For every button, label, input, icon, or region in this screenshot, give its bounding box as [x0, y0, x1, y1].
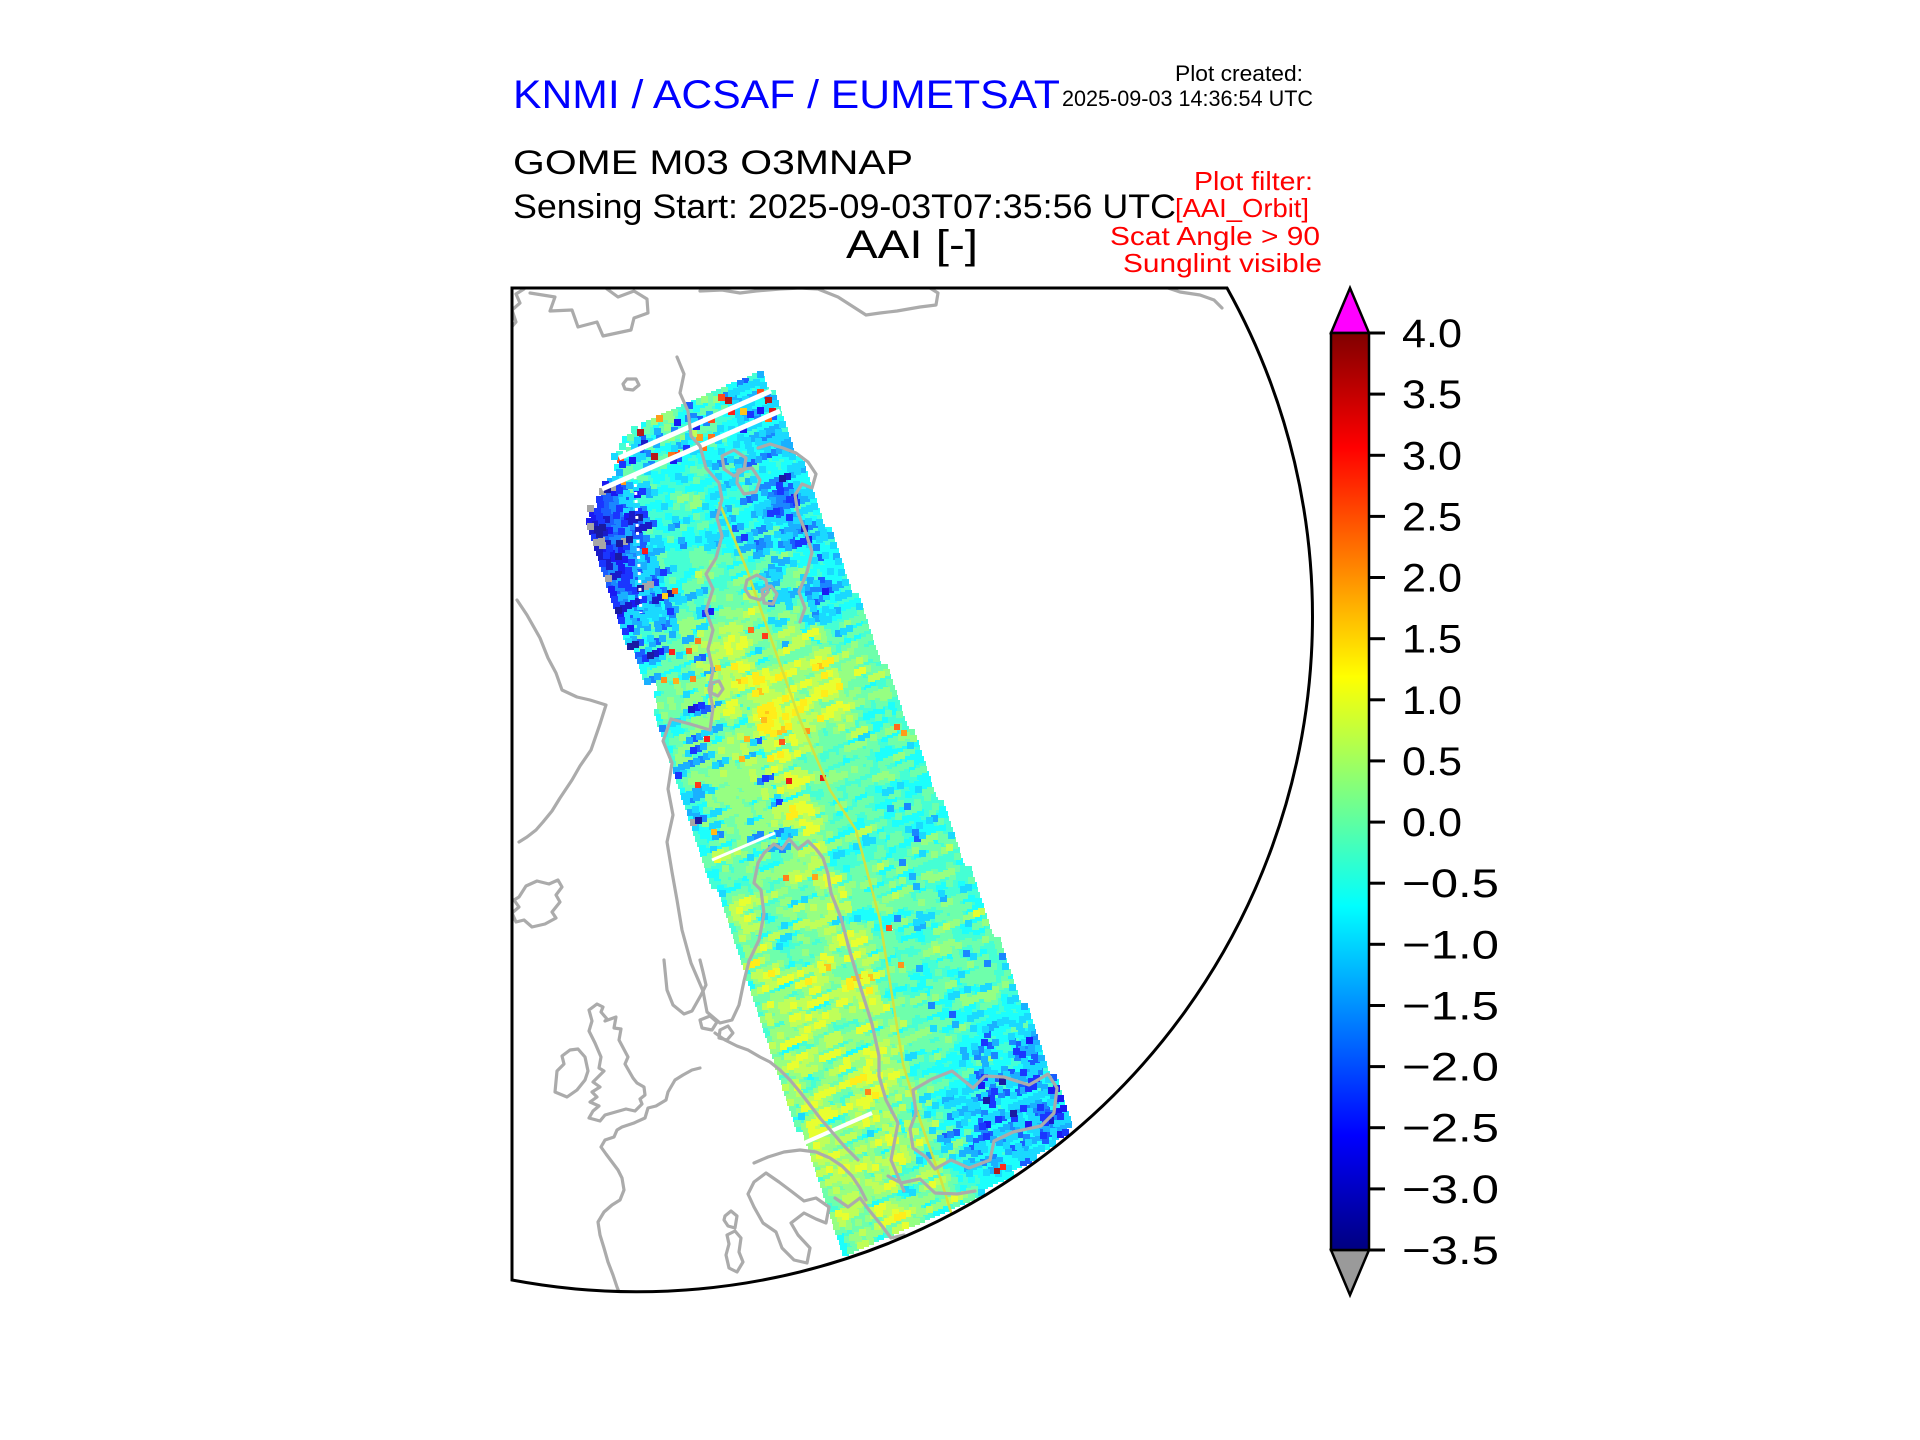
svg-text:−2.5: −2.5	[1402, 1107, 1499, 1151]
svg-text:Scat Angle > 90: Scat Angle > 90	[1110, 221, 1320, 251]
svg-text:2.5: 2.5	[1402, 495, 1462, 539]
svg-text:−1.5: −1.5	[1402, 985, 1499, 1029]
svg-text:3.5: 3.5	[1402, 373, 1462, 417]
svg-text:4.0: 4.0	[1402, 312, 1462, 356]
svg-text:3.0: 3.0	[1402, 434, 1462, 478]
svg-text:Sensing Start: 2025-09-03T07:3: Sensing Start: 2025-09-03T07:35:56 UTC	[513, 188, 1176, 226]
svg-text:2025-09-03 14:36:54 UTC: 2025-09-03 14:36:54 UTC	[1062, 86, 1313, 111]
svg-text:−2.0: −2.0	[1402, 1046, 1499, 1090]
svg-text:−3.5: −3.5	[1402, 1229, 1499, 1273]
svg-text:[AAI_Orbit]: [AAI_Orbit]	[1175, 193, 1309, 223]
svg-text:GOME M03 O3MNAP: GOME M03 O3MNAP	[513, 144, 913, 182]
svg-text:0.5: 0.5	[1402, 740, 1462, 784]
svg-text:2.0: 2.0	[1402, 557, 1462, 601]
svg-text:Plot created:: Plot created:	[1175, 61, 1303, 86]
svg-text:1.0: 1.0	[1402, 679, 1462, 723]
svg-text:−3.0: −3.0	[1402, 1168, 1499, 1212]
svg-text:−1.0: −1.0	[1402, 923, 1499, 967]
svg-text:KNMI / ACSAF / EUMETSAT: KNMI / ACSAF / EUMETSAT	[513, 73, 1060, 117]
svg-text:AAI [-]: AAI [-]	[846, 223, 978, 267]
svg-text:Sunglint visible: Sunglint visible	[1123, 248, 1322, 278]
svg-text:1.5: 1.5	[1402, 618, 1462, 662]
svg-text:0.0: 0.0	[1402, 801, 1462, 845]
svg-text:Plot filter:: Plot filter:	[1194, 166, 1313, 196]
svg-text:−0.5: −0.5	[1402, 862, 1499, 906]
